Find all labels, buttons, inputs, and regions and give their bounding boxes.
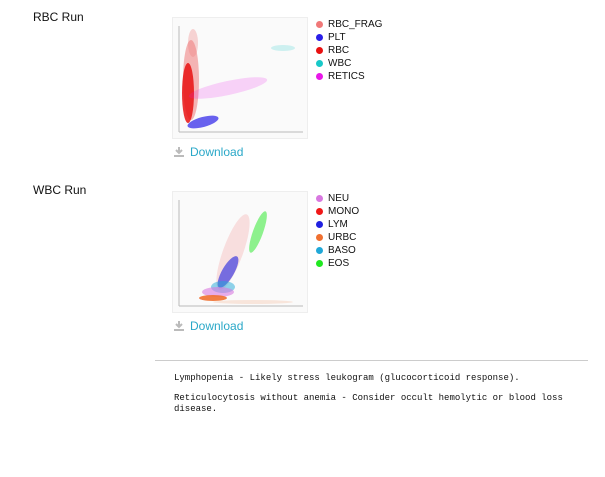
download-link[interactable]: Download xyxy=(174,319,243,333)
legend-item[interactable]: RBC xyxy=(316,44,382,57)
legend-swatch xyxy=(316,260,323,267)
run-title: WBC Run xyxy=(33,183,87,197)
scatter-plot xyxy=(172,17,308,139)
legend-label: WBC xyxy=(328,58,352,69)
legend-swatch xyxy=(316,21,323,28)
legend-swatch xyxy=(316,73,323,80)
legend-label: URBC xyxy=(328,232,357,243)
legend-swatch xyxy=(316,60,323,67)
legend-swatch xyxy=(316,234,323,241)
legend-label: EOS xyxy=(328,258,350,269)
download-icon xyxy=(174,321,184,331)
legend-label: RBC_FRAG xyxy=(328,19,383,30)
note: Reticulocytosis without anemia - Conside… xyxy=(174,393,563,414)
legend-item[interactable]: BASO xyxy=(316,244,359,257)
download-icon xyxy=(174,147,184,157)
note: Lymphopenia - Likely stress leukogram (g… xyxy=(174,373,520,383)
legend-item[interactable]: EOS xyxy=(316,257,359,270)
legend-item[interactable]: PLT xyxy=(316,31,382,44)
legend-item[interactable]: RETICS xyxy=(316,70,382,83)
legend-label: PLT xyxy=(328,32,346,43)
legend-swatch xyxy=(316,195,323,202)
legend-swatch xyxy=(316,47,323,54)
legend: NEU MONO LYM URBC BASO EOS xyxy=(316,192,359,270)
legend-label: RBC xyxy=(328,45,350,56)
download-text[interactable]: Download xyxy=(190,319,244,333)
separator xyxy=(155,360,588,361)
legend-swatch xyxy=(316,221,323,228)
legend: RBC_FRAG PLT RBC WBC RETICS xyxy=(316,18,382,83)
legend-item[interactable]: MONO xyxy=(316,205,359,218)
legend-swatch xyxy=(316,208,323,215)
legend-item[interactable]: NEU xyxy=(316,192,359,205)
legend-swatch xyxy=(316,247,323,254)
scatter-plot xyxy=(172,191,308,313)
legend-item[interactable]: LYM xyxy=(316,218,359,231)
legend-label: RETICS xyxy=(328,71,365,82)
download-link[interactable]: Download xyxy=(174,145,243,159)
legend-item[interactable]: WBC xyxy=(316,57,382,70)
legend-swatch xyxy=(316,34,323,41)
legend-item[interactable]: RBC_FRAG xyxy=(316,18,382,31)
run-title: RBC Run xyxy=(33,10,84,24)
legend-label: NEU xyxy=(328,193,350,204)
legend-label: BASO xyxy=(328,245,356,256)
legend-label: MONO xyxy=(328,206,360,217)
download-text[interactable]: Download xyxy=(190,145,244,159)
legend-label: LYM xyxy=(328,219,348,230)
legend-item[interactable]: URBC xyxy=(316,231,359,244)
